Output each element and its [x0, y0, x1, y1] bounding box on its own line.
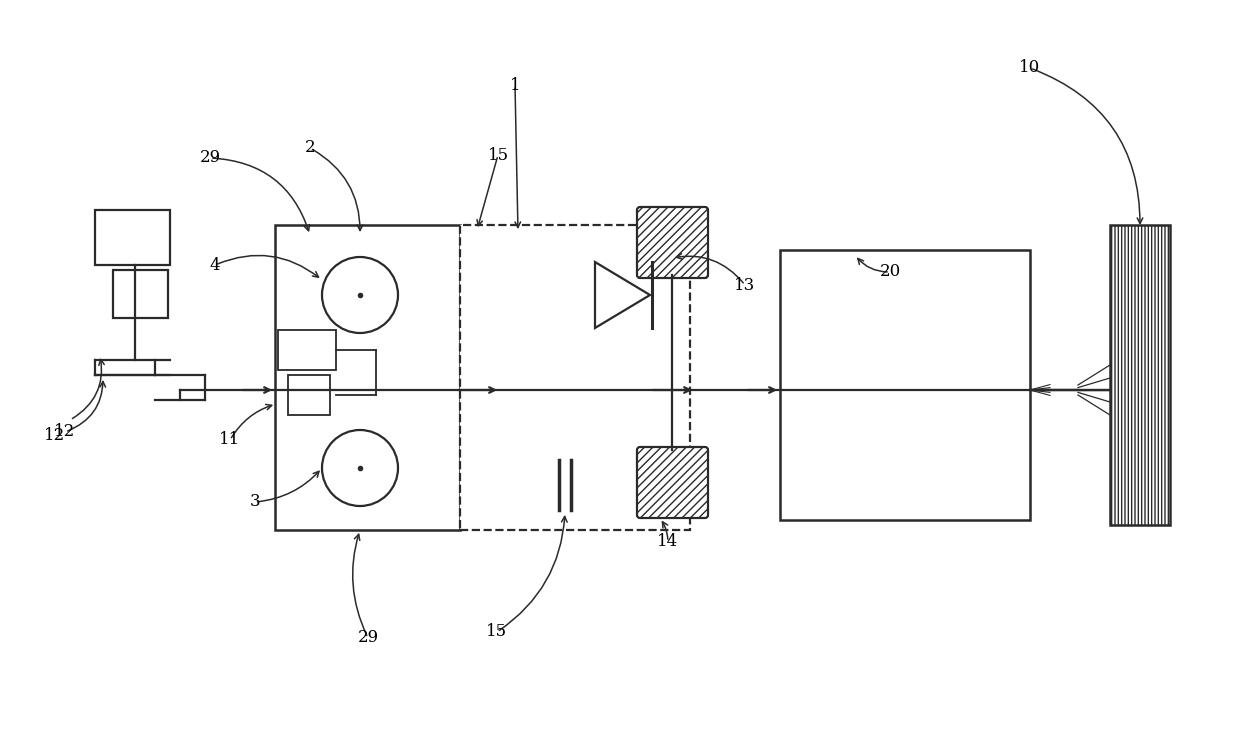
Bar	[1110, 225, 1171, 525]
Bar	[780, 250, 1030, 520]
Bar	[95, 210, 170, 265]
Text: 2: 2	[305, 140, 315, 156]
Text: 14: 14	[657, 533, 678, 550]
Text: 1: 1	[510, 77, 521, 93]
Text: 12: 12	[55, 423, 76, 441]
Text: 13: 13	[734, 277, 755, 293]
Bar	[113, 270, 167, 318]
FancyBboxPatch shape	[637, 207, 708, 278]
Text: 10: 10	[1019, 59, 1040, 77]
Text: 4: 4	[210, 256, 221, 274]
Text: 20: 20	[879, 263, 900, 280]
Text: 15: 15	[487, 147, 508, 163]
Bar	[288, 375, 330, 415]
Bar	[278, 330, 336, 370]
Text: 29: 29	[357, 629, 378, 647]
FancyBboxPatch shape	[637, 447, 708, 518]
Text: 12: 12	[45, 426, 66, 444]
Text: 11: 11	[219, 432, 241, 448]
Bar	[275, 225, 460, 530]
Text: 3: 3	[249, 493, 260, 511]
Text: 29: 29	[200, 150, 221, 166]
Text: 15: 15	[486, 623, 507, 641]
Bar	[460, 225, 689, 530]
